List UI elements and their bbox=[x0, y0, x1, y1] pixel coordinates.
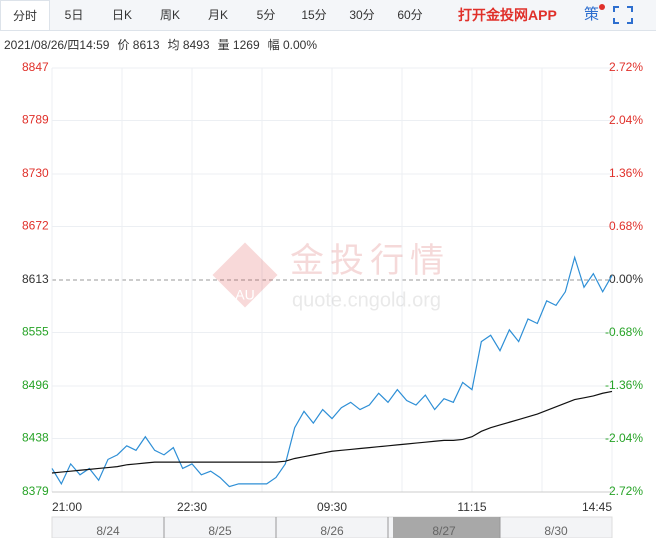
info-value: 8493 bbox=[182, 38, 210, 52]
navigator-date: 8/26 bbox=[320, 524, 344, 538]
navigator-date: 8/24 bbox=[96, 524, 120, 538]
app-link[interactable]: 打开金投网APP bbox=[458, 7, 557, 23]
info-label: 量 bbox=[217, 38, 230, 52]
tab[interactable]: 日K bbox=[111, 8, 132, 22]
y2-tick-label: -1.36% bbox=[605, 378, 643, 392]
navigator-date: 8/30 bbox=[544, 524, 568, 538]
info-item: 量 1269 bbox=[218, 38, 260, 52]
watermark: AU 金投行情 quote.cngold.org bbox=[212, 242, 450, 311]
y2-tick-label: 0.00% bbox=[609, 272, 643, 286]
series-line bbox=[51, 255, 613, 488]
x-tick-label: 09:30 bbox=[317, 500, 347, 514]
y2-tick-label: 0.68% bbox=[609, 219, 643, 233]
y-tick-label: 8555 bbox=[22, 325, 49, 339]
y-tick-label: 8789 bbox=[22, 113, 49, 127]
tab[interactable]: 周K bbox=[159, 8, 180, 22]
datetime: 2021/08/26/四14:59 bbox=[4, 38, 110, 52]
y-tick-label: 8730 bbox=[22, 166, 49, 180]
y2-tick-label: -2.72% bbox=[605, 484, 643, 498]
tab[interactable]: 月K bbox=[207, 8, 228, 22]
y2-tick-label: 1.36% bbox=[609, 166, 643, 180]
navigator-window bbox=[393, 517, 500, 538]
info-label: 幅 bbox=[267, 38, 280, 52]
info-label: 价 bbox=[117, 38, 130, 52]
info-value: 8613 bbox=[132, 38, 160, 52]
x-tick-label: 11:15 bbox=[457, 500, 486, 514]
y-tick-label: 8438 bbox=[22, 431, 49, 445]
tab[interactable]: 分时 bbox=[0, 0, 50, 30]
y2-tick-label: -0.68% bbox=[605, 325, 643, 339]
info-item: 均 8493 bbox=[168, 38, 210, 52]
tab[interactable]: 15分 bbox=[301, 8, 327, 22]
y2-tick-label: -2.04% bbox=[605, 431, 643, 445]
info-item: 幅 0.00% bbox=[268, 38, 317, 52]
x-tick-label: 21:00 bbox=[52, 500, 82, 514]
info-label: 均 bbox=[167, 38, 180, 52]
tab-bar: 分时 5日 日K 周K 月K 5分 15分 30分 60分 bbox=[0, 0, 656, 31]
fullscreen-icon[interactable] bbox=[612, 5, 634, 25]
navigator-date: 8/25 bbox=[208, 524, 232, 538]
x-tick-label: 14:45 bbox=[582, 500, 612, 514]
tab[interactable]: 30分 bbox=[349, 8, 375, 22]
y-tick-label: 8379 bbox=[22, 484, 49, 498]
navigator-date: 8/27 bbox=[432, 524, 456, 538]
watermark-title: 金投行情 bbox=[290, 242, 450, 280]
y-tick-label: 8613 bbox=[22, 272, 49, 286]
info-value: 0.00% bbox=[282, 38, 318, 52]
y2-tick-label: 2.04% bbox=[609, 113, 643, 127]
y-tick-label: 8672 bbox=[22, 219, 49, 233]
info-item: 价 8613 bbox=[117, 38, 159, 52]
y-tick-label: 8847 bbox=[22, 60, 49, 74]
tab[interactable]: 60分 bbox=[397, 8, 423, 22]
tab[interactable]: 5分 bbox=[256, 8, 276, 22]
watermark-url: quote.cngold.org bbox=[292, 289, 441, 311]
navigator: 8/24 8/25 8/26 8/27 8/30 bbox=[51, 516, 613, 538]
watermark-logo: AU bbox=[235, 287, 254, 303]
watermark-logo-shape bbox=[212, 242, 278, 308]
info-value: 1269 bbox=[232, 38, 260, 52]
info-line: 2021/08/26/四14:59 价 8613 均 8493 量 1269 幅 0.0… bbox=[4, 36, 317, 53]
strategy-button[interactable]: 策 bbox=[584, 6, 600, 23]
tab[interactable]: 5日 bbox=[64, 8, 84, 22]
chart: AU 金投行情 quote.cngold.org 2.72% 8847 2.04% 8… bbox=[22, 60, 643, 538]
red-dot bbox=[599, 4, 605, 10]
y-tick-label: 8496 bbox=[22, 378, 49, 392]
series-line bbox=[51, 390, 613, 474]
x-tick-label: 22:30 bbox=[177, 500, 207, 514]
y2-tick-label: 2.72% bbox=[609, 60, 643, 74]
